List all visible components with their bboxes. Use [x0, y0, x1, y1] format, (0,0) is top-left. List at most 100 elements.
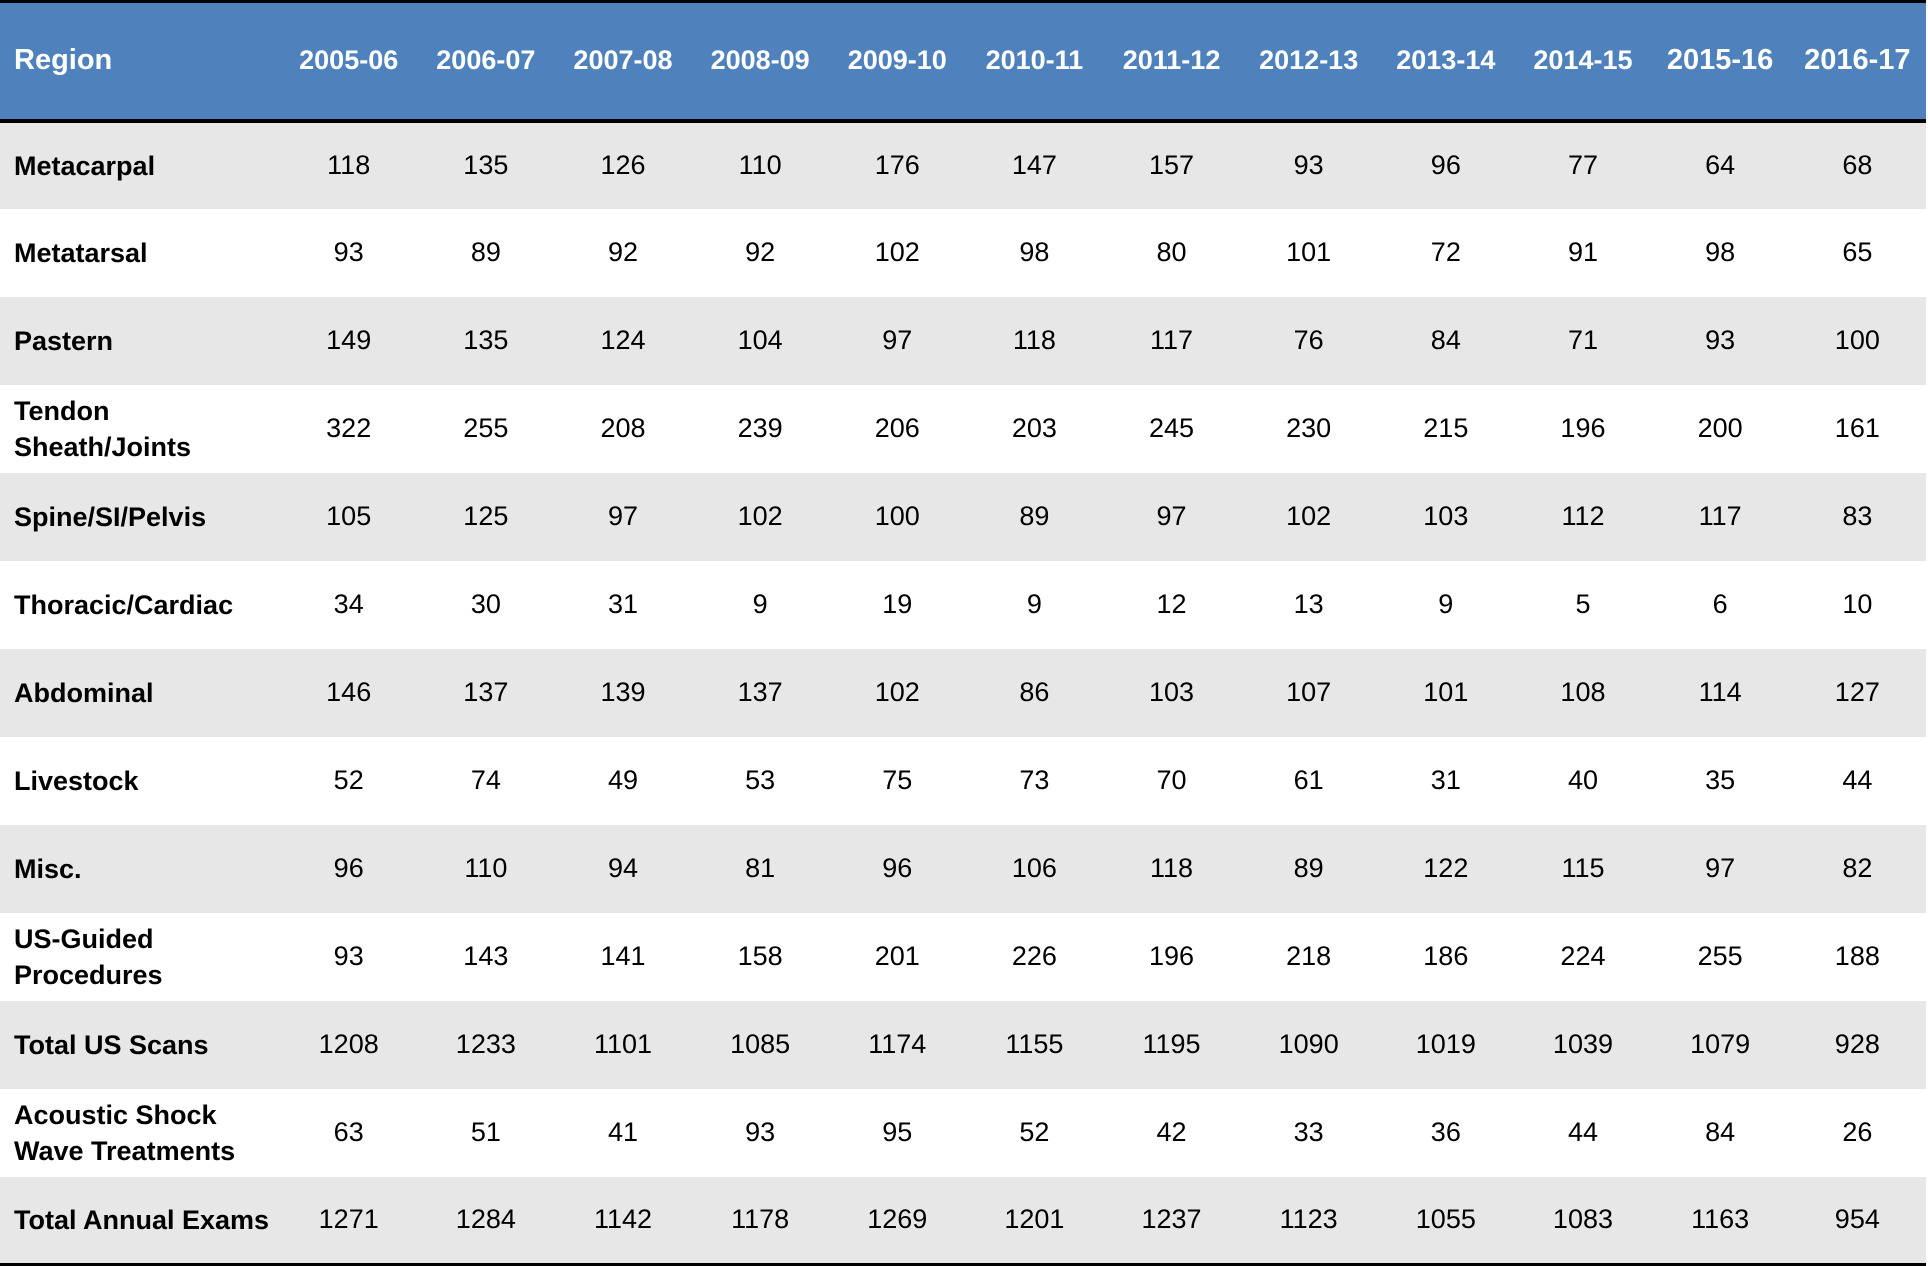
- table-cell-value: 93: [333, 237, 364, 267]
- header-row: Region 2005-06 2006-07 2007-08 2008-09 2…: [0, 0, 1926, 123]
- table-cell-value: 101: [1423, 677, 1469, 707]
- row-label-region: Abdominal: [14, 677, 154, 708]
- table-cell-value: 97: [1156, 501, 1187, 531]
- table-cell-value: 19: [882, 589, 913, 619]
- table-cell-value: 226: [1011, 941, 1057, 971]
- table-cell-value: 30: [470, 589, 501, 619]
- table-cell-value: 188: [1834, 941, 1880, 971]
- table-cell-value: 114: [1698, 677, 1742, 707]
- table-cell-value: 74: [470, 765, 501, 795]
- table-row: US-Guided Procedures 93 143 141 158 201 226 196…: [0, 912, 1926, 1001]
- column-header-year: 2006-07: [417, 0, 555, 123]
- table-row: Metacarpal 118 135 126 110 176 147 157 93 96 77 64 6…: [0, 120, 1926, 209]
- table-cell-value: 143: [463, 941, 509, 971]
- table-cell-value: 112: [1561, 501, 1605, 531]
- table-cell-value: 1155: [1005, 1029, 1064, 1059]
- table-cell-value: 9: [1438, 589, 1454, 619]
- column-header-year: 2005-06: [280, 0, 418, 123]
- table-cell-value: 1271: [280, 1176, 418, 1266]
- table-row: Spine/SI/Pelvis 105 125 97 102 100 89 97 102 103 1…: [0, 472, 1926, 561]
- column-header-year: 2008-09: [691, 0, 829, 123]
- table-cell-value: 322: [326, 413, 372, 443]
- table-cell-value: 31: [607, 589, 638, 619]
- row-label-region: Total US Scans: [14, 1029, 209, 1060]
- table-cell-value: 33: [1293, 1117, 1324, 1147]
- table-row: Tendon Sheath/Joints 322 255 208 239 206 203 24…: [0, 384, 1926, 473]
- table-cell-value: 1178: [691, 1176, 829, 1266]
- table-cell-value: 53: [745, 765, 776, 795]
- table-cell-value: 108: [1560, 677, 1606, 707]
- table-cell-value: 158: [737, 941, 783, 971]
- table-row: Total Annual Exams 1271 1284 1142 1178 1269 12…: [0, 1176, 1926, 1266]
- table-cell-value: 83: [1842, 501, 1873, 531]
- table-cell-value: 110: [464, 853, 508, 883]
- column-header-year: 2014-15: [1514, 0, 1652, 123]
- table-cell-value: 118: [1012, 325, 1056, 355]
- table-cell-value: 86: [1019, 677, 1050, 707]
- table-cell-value: 36: [1430, 1117, 1461, 1147]
- table-cell-value: 206: [874, 413, 920, 443]
- row-label-region: Pastern: [14, 325, 114, 356]
- row-label-region: Thoracic/Cardiac: [14, 589, 234, 620]
- column-header-year: 2009-10: [828, 0, 966, 123]
- table-cell-value: 201: [874, 941, 920, 971]
- table-row: Acoustic Shock Wave Treatments 63 51 41 93 95…: [0, 1088, 1926, 1177]
- table-cell-value: 954: [1788, 1176, 1926, 1266]
- row-label-region: Livestock: [14, 765, 139, 796]
- table-cell-value: 1039: [1552, 1029, 1613, 1059]
- table-cell-value: 1090: [1278, 1029, 1339, 1059]
- table-cell-value: 118: [1150, 853, 1194, 883]
- table-cell-value: 12: [1156, 589, 1187, 619]
- table-cell-value: 9: [1026, 589, 1042, 619]
- table-cell-value: 161: [1834, 413, 1880, 443]
- column-header-year: 2007-08: [554, 0, 692, 123]
- row-label-region: Metatarsal: [14, 237, 148, 268]
- table-cell-value: 146: [326, 677, 372, 707]
- table-cell-value: 100: [1834, 325, 1880, 355]
- table-cell-value: 196: [1560, 413, 1606, 443]
- table-cell-value: 157: [1149, 150, 1195, 180]
- table-cell-value: 26: [1842, 1117, 1873, 1147]
- table-cell-value: 52: [333, 765, 364, 795]
- table-cell-value: 208: [600, 413, 646, 443]
- table-cell-value: 149: [326, 325, 372, 355]
- table-cell-value: 72: [1430, 237, 1461, 267]
- table-cell-value: 1195: [1142, 1029, 1201, 1059]
- table-header: Region 2005-06 2006-07 2007-08 2008-09 2…: [0, 0, 1926, 123]
- table-cell-value: 117: [1150, 325, 1194, 355]
- table-cell-value: 97: [607, 501, 638, 531]
- table-cell-value: 122: [1423, 853, 1469, 883]
- table-cell-value: 97: [882, 325, 913, 355]
- table-row: Abdominal 146 137 139 137 102 86 103 107 101 108 11…: [0, 648, 1926, 737]
- table-cell-value: 68: [1842, 150, 1873, 180]
- table-cell-value: 104: [737, 325, 783, 355]
- table-cell-value: 141: [600, 941, 646, 971]
- table-cell-value: 105: [326, 501, 372, 531]
- table-cell-value: 1163: [1651, 1176, 1789, 1266]
- table-cell-value: 5: [1575, 589, 1591, 619]
- table-cell-value: 73: [1019, 765, 1050, 795]
- table-row: Pastern 149 135 124 104 97 118 117 76 84 71 93 100: [0, 296, 1926, 385]
- table-cell-value: 96: [333, 853, 364, 883]
- table-cell-value: 93: [1705, 325, 1736, 355]
- table-cell-value: 124: [600, 325, 646, 355]
- table-cell-value: 1055: [1377, 1176, 1515, 1266]
- table-cell-value: 1284: [417, 1176, 555, 1266]
- column-header-year: 2012-13: [1240, 0, 1378, 123]
- table-cell-value: 98: [1705, 237, 1736, 267]
- table-cell-value: 1085: [730, 1029, 791, 1059]
- table-cell-value: 200: [1697, 413, 1743, 443]
- table-cell-value: 103: [1149, 677, 1195, 707]
- table-cell-value: 70: [1156, 765, 1187, 795]
- table-cell-value: 255: [463, 413, 509, 443]
- table-cell-value: 117: [1698, 501, 1742, 531]
- table-cell-value: 239: [737, 413, 783, 443]
- table-cell-value: 64: [1705, 150, 1736, 180]
- table-row: Metatarsal 93 89 92 92 102 98 80 101 72 91 98 65: [0, 208, 1926, 297]
- table-cell-value: 94: [607, 853, 638, 883]
- table-cell-value: 96: [1430, 150, 1461, 180]
- table-cell-value: 125: [463, 501, 509, 531]
- table-cell-value: 95: [882, 1117, 913, 1147]
- table-cell-value: 93: [333, 941, 364, 971]
- table-cell-value: 196: [1149, 941, 1195, 971]
